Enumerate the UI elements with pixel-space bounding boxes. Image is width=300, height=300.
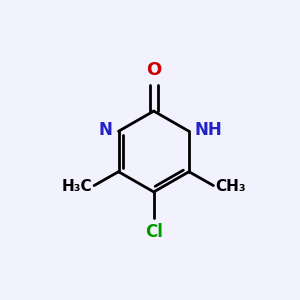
Text: CH₃: CH₃	[216, 179, 246, 194]
Text: N: N	[99, 121, 113, 139]
Text: NH: NH	[195, 121, 223, 139]
Text: Cl: Cl	[145, 223, 163, 241]
Text: H₃C: H₃C	[61, 179, 92, 194]
Text: O: O	[146, 61, 161, 79]
